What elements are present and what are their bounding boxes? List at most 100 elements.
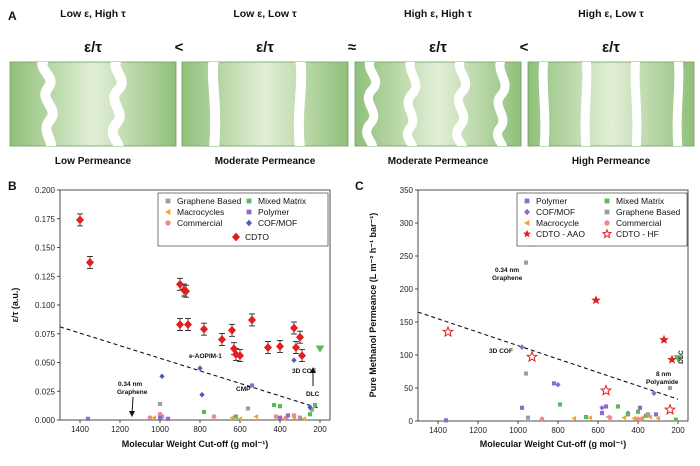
y-tick-label: 0.025 — [35, 387, 56, 396]
data-point — [233, 414, 239, 419]
data-point — [151, 415, 157, 421]
data-point — [200, 324, 208, 334]
y-tick-label: 0.075 — [35, 330, 56, 339]
data-point — [312, 402, 318, 408]
legend-marker — [246, 219, 252, 227]
header-3: High ε, High τ — [404, 8, 472, 20]
legend-marker — [246, 198, 252, 204]
legend-label: Mixed Matrix — [258, 196, 307, 206]
legend-marker — [604, 209, 610, 215]
data-point — [76, 215, 84, 225]
data-point — [236, 351, 244, 360]
x-tick-label: 600 — [591, 426, 605, 435]
data-point — [551, 381, 557, 386]
y-tick-label: 0.175 — [35, 215, 56, 224]
data-point — [571, 415, 577, 421]
legend-marker — [165, 209, 171, 215]
annotation-e-aopim: e-AOPIM-1 — [189, 353, 222, 360]
data-point — [253, 413, 259, 420]
chart-b: B 1400 1200 1000 800 600 400 200 0.000 0.025 0.05… — [8, 179, 331, 449]
data-point — [264, 343, 272, 352]
y-tick-label: 0 — [409, 417, 414, 426]
legend-marker — [246, 209, 252, 215]
ratio-3: ε/τ — [429, 39, 447, 56]
legend-label: CDTO - AAO — [536, 229, 585, 239]
data-point — [157, 411, 163, 417]
data-point — [291, 357, 297, 364]
pore — [630, 62, 642, 146]
data-point — [523, 371, 529, 376]
operator-3: < — [520, 39, 529, 56]
annotation-3dcof-c: 3D COF — [489, 348, 513, 355]
legend-label: COF/MOF — [258, 218, 297, 228]
caption-4: High Permeance — [572, 156, 651, 167]
data-point — [248, 315, 256, 325]
data-point — [637, 405, 643, 410]
x-tick-label: 800 — [193, 425, 207, 434]
panel-c-label: C — [355, 179, 364, 193]
y-tick-label: 350 — [400, 186, 414, 195]
y-tick-label: 100 — [400, 351, 414, 360]
data-point — [307, 404, 313, 411]
caption-3: Moderate Permeance — [388, 156, 489, 167]
y-tick-label: 0.125 — [35, 272, 56, 281]
legend-marker — [524, 208, 530, 216]
legend-label: Graphene Based — [616, 207, 681, 217]
data-point — [599, 404, 605, 411]
legend-marker — [524, 198, 530, 204]
x-tick-label: 1000 — [151, 425, 169, 434]
data-point — [621, 415, 627, 421]
data-point — [297, 415, 303, 420]
data-point — [659, 334, 669, 344]
data-point — [85, 416, 91, 421]
data-point — [651, 390, 657, 397]
legend-box-c — [516, 192, 688, 247]
x-axis-label-b: Molecular Weight Cut-off (g mol⁻¹) — [122, 439, 269, 449]
data-point — [165, 416, 171, 421]
legend-label: Commercial — [177, 218, 222, 228]
pore — [37, 62, 58, 146]
legend-marker — [604, 220, 610, 226]
legend-label: COF/MOF — [536, 207, 575, 217]
data-point — [276, 342, 284, 351]
y-tick-label: 0.150 — [35, 244, 56, 253]
legend-marker — [601, 228, 613, 239]
x-tick-label: 600 — [233, 425, 247, 434]
data-point — [182, 286, 190, 296]
pore — [293, 62, 307, 146]
annotation-graphene-b: Graphene — [117, 389, 148, 396]
ratio-1: ε/τ — [84, 39, 102, 56]
legend-marker — [165, 220, 171, 226]
data-point — [176, 279, 184, 289]
data-point — [583, 414, 589, 420]
data-point — [245, 406, 251, 411]
annotations-c: 0.34 nm Graphene 3D COF 8 nm Polyamide D… — [489, 267, 685, 386]
operator-2: ≈ — [348, 39, 356, 56]
data-point — [315, 345, 325, 353]
membrane-4 — [527, 61, 695, 147]
x-tick-label: 1400 — [71, 425, 89, 434]
data-point — [229, 415, 235, 421]
data-point — [443, 418, 449, 423]
legend-label: Mixed Matrix — [616, 196, 665, 206]
x-axis-label-c: Molecular Weight Cut-off (g mol⁻¹) — [480, 439, 627, 449]
header-1: Low ε, High τ — [60, 8, 126, 20]
data-point — [441, 325, 455, 338]
legend-label: Polymer — [258, 207, 289, 217]
annotation-dlc-b: DLC — [306, 391, 320, 398]
x-tick-label: 400 — [631, 426, 645, 435]
chart-c: C 1400 1200 1000 800 600 400 200 0 50 100 150 200 25… — [355, 179, 689, 449]
data-point — [197, 365, 203, 372]
ratio-2: ε/τ — [256, 39, 274, 56]
data-point — [273, 414, 279, 419]
data-point — [199, 391, 205, 398]
data-point — [159, 373, 165, 380]
pore — [403, 62, 421, 146]
y-tick-label: 250 — [400, 252, 414, 261]
caption-2: Moderate Permeance — [215, 156, 316, 167]
data-point — [157, 415, 163, 420]
arrowhead-graphene-b — [129, 411, 135, 417]
data-point — [285, 413, 291, 418]
data-point — [277, 415, 283, 420]
legend-marker — [165, 198, 171, 204]
